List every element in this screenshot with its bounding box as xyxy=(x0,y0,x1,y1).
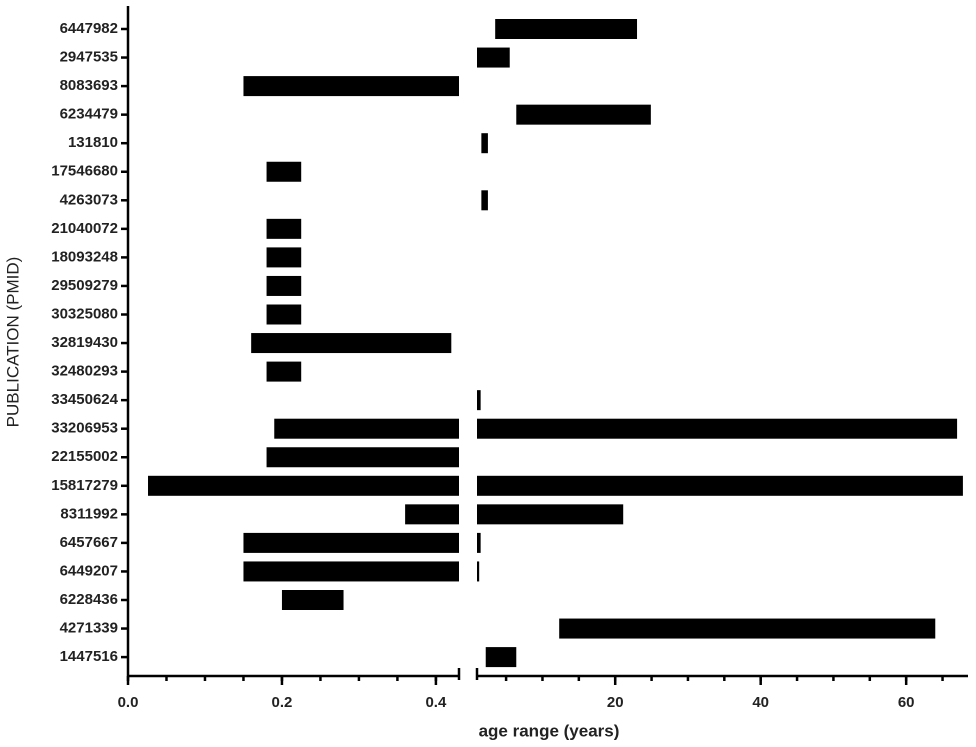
bar xyxy=(148,475,459,496)
y-tick-label: 15817279 xyxy=(51,477,118,494)
bar xyxy=(266,361,302,382)
x-tick-label: 0.0 xyxy=(118,694,139,711)
y-tick-label: 6234479 xyxy=(60,106,118,123)
bar xyxy=(485,647,517,668)
y-tick-label: 1447516 xyxy=(60,648,118,665)
y-tick-label: 32480293 xyxy=(51,363,118,380)
y-tick-label: 131810 xyxy=(68,134,118,151)
y-tick-label: 6449207 xyxy=(60,562,118,579)
y-tick-label: 33450624 xyxy=(51,391,118,408)
y-tick-label: 8083693 xyxy=(60,77,118,94)
x-axis-label: age range (years) xyxy=(479,721,620,740)
bar xyxy=(405,504,459,525)
y-tick-label: 30325080 xyxy=(51,305,118,322)
bar xyxy=(266,275,302,296)
x-tick-label: 0.4 xyxy=(425,694,447,711)
bar xyxy=(243,532,459,553)
y-tick-label: 4263073 xyxy=(60,191,118,208)
bar xyxy=(477,418,958,439)
y-tick-label: 29509279 xyxy=(51,277,118,294)
bar xyxy=(266,304,302,325)
y-tick-label: 22155002 xyxy=(51,448,118,465)
bar xyxy=(481,190,488,211)
y-tick-label: 18093248 xyxy=(51,248,118,265)
bar xyxy=(477,475,963,496)
bar xyxy=(495,19,638,39)
bar xyxy=(559,618,936,639)
y-tick-label: 2947535 xyxy=(60,49,118,66)
bar xyxy=(266,218,302,239)
bar xyxy=(481,133,488,154)
bar xyxy=(243,561,459,582)
y-tick-label: 6447982 xyxy=(60,20,118,37)
y-tick-label: 4271339 xyxy=(60,620,118,637)
y-tick-label: 21040072 xyxy=(51,220,118,237)
y-tick-label: 33206953 xyxy=(51,420,118,437)
bar xyxy=(477,504,624,525)
y-tick-label: 17546680 xyxy=(51,163,118,180)
bar xyxy=(477,390,481,411)
x-tick-label: 0.2 xyxy=(272,694,293,711)
x-tick-label: 40 xyxy=(752,694,769,711)
y-tick-label: 32819430 xyxy=(51,334,118,351)
bar xyxy=(477,532,481,553)
bar xyxy=(243,76,459,97)
bar xyxy=(516,104,651,125)
bar xyxy=(477,561,480,582)
bar xyxy=(266,447,459,468)
bar xyxy=(274,418,459,439)
y-axis-label: PUBLICATION (PMID) xyxy=(3,257,22,428)
bar xyxy=(266,161,302,182)
bar xyxy=(477,47,510,68)
y-tick-label: 6228436 xyxy=(60,591,118,608)
x-tick-label: 20 xyxy=(607,694,624,711)
x-tick-label: 60 xyxy=(898,694,915,711)
y-tick-label: 8311992 xyxy=(60,505,118,522)
y-tick-label: 6457667 xyxy=(60,534,118,551)
bar xyxy=(281,590,344,610)
bar xyxy=(266,247,302,268)
bar xyxy=(251,333,452,354)
